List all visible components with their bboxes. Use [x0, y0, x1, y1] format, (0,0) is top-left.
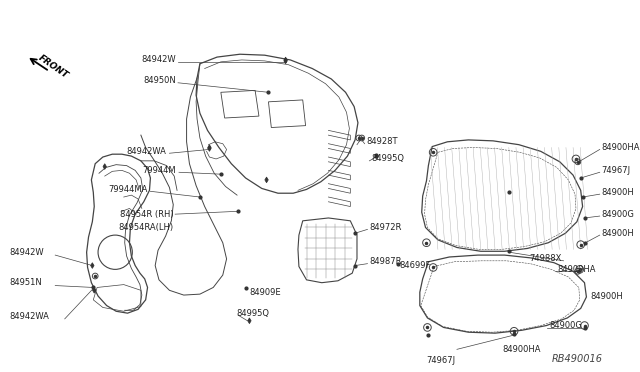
Text: 84995Q: 84995Q — [371, 154, 404, 163]
Text: 79944MA: 79944MA — [108, 185, 148, 194]
Text: FRONT: FRONT — [36, 53, 69, 80]
Text: 84942WA: 84942WA — [127, 147, 166, 156]
Text: 84928T: 84928T — [367, 137, 398, 146]
Polygon shape — [208, 145, 211, 150]
Text: 84699F: 84699F — [400, 261, 431, 270]
Text: 84900G: 84900G — [602, 210, 634, 219]
Text: 84987R: 84987R — [369, 257, 402, 266]
Text: 84900H: 84900H — [602, 188, 634, 197]
Text: 74967J: 74967J — [426, 356, 455, 365]
Text: 84900HA: 84900HA — [602, 143, 640, 152]
Text: 84900HA: 84900HA — [502, 345, 541, 354]
Text: 84942W: 84942W — [141, 55, 176, 64]
Text: 84900H: 84900H — [602, 229, 634, 238]
Polygon shape — [103, 164, 106, 169]
Text: 84950N: 84950N — [143, 76, 176, 86]
Text: 84900H: 84900H — [590, 292, 623, 301]
Text: 84900HA: 84900HA — [557, 265, 595, 274]
Polygon shape — [284, 57, 287, 63]
Polygon shape — [93, 288, 96, 293]
Text: RB490016: RB490016 — [552, 354, 603, 364]
Text: 74988X: 74988X — [529, 254, 562, 263]
Polygon shape — [208, 145, 211, 151]
Text: 84954R (RH): 84954R (RH) — [120, 210, 173, 219]
Text: 84909E: 84909E — [250, 288, 281, 297]
Text: 74967J: 74967J — [602, 166, 631, 175]
Polygon shape — [91, 263, 94, 269]
Text: 84972R: 84972R — [369, 223, 402, 232]
Text: 84942WA: 84942WA — [10, 311, 49, 321]
Polygon shape — [265, 177, 268, 183]
Text: 84900G: 84900G — [550, 321, 582, 330]
Text: 79944M: 79944M — [143, 166, 176, 175]
Text: 84995Q: 84995Q — [236, 309, 269, 318]
Text: 84942W: 84942W — [10, 248, 44, 257]
Text: 84954RA(LH): 84954RA(LH) — [118, 223, 173, 232]
Polygon shape — [248, 318, 251, 324]
Polygon shape — [284, 58, 287, 64]
Text: 84951N: 84951N — [10, 278, 42, 287]
